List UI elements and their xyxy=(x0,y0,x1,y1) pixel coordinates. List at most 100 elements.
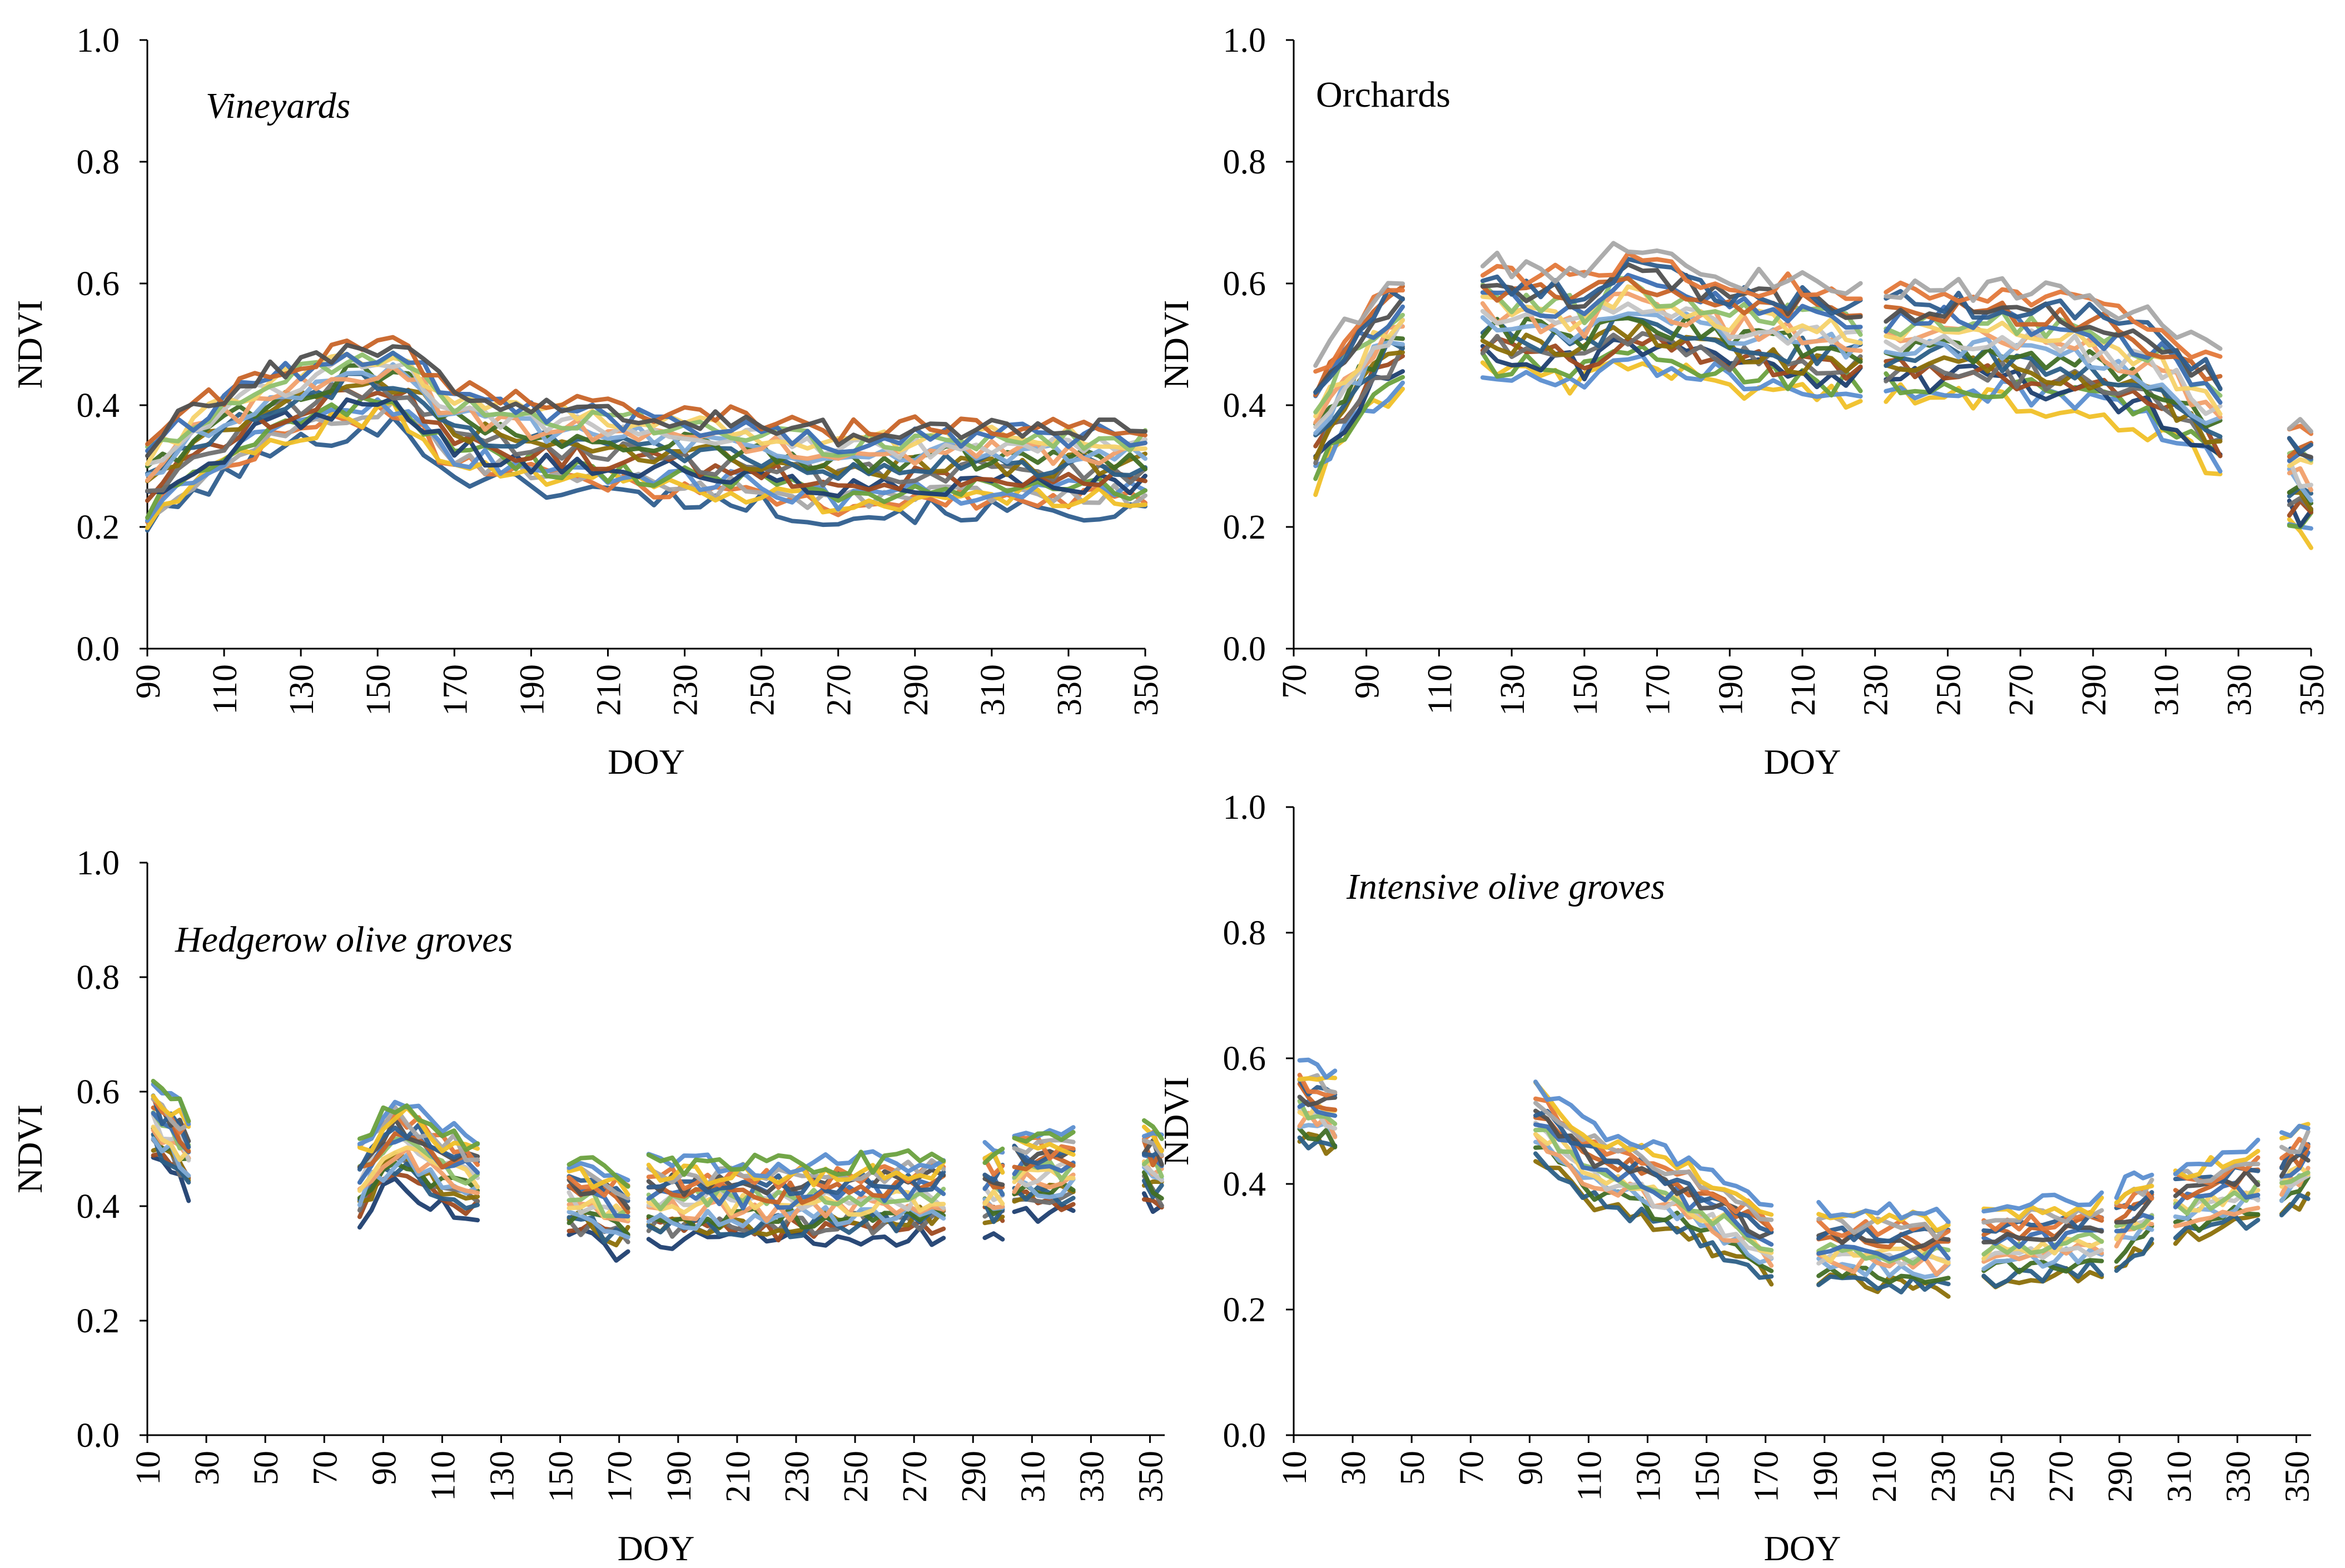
x-tick-label: 10 xyxy=(130,1451,167,1485)
ndvi-series-line xyxy=(2279,1123,2311,1138)
x-tick-label: 330 xyxy=(2219,1451,2257,1502)
y-tick-label: 0.4 xyxy=(1223,387,1266,425)
x-tick-label: 130 xyxy=(1494,664,1532,716)
x-tick-label: 250 xyxy=(1984,1451,2021,1502)
ndvi-series-line xyxy=(2173,1213,2260,1246)
ndvi-series-line xyxy=(1297,1075,1338,1082)
ndvi-series-line xyxy=(1012,1185,1076,1207)
ndvi-series-line xyxy=(646,1148,946,1177)
ndvi-series-line xyxy=(646,1204,946,1237)
ndvi-series-line xyxy=(357,1176,480,1230)
x-tick-label: 330 xyxy=(1051,664,1089,716)
ndvi-series-line xyxy=(646,1149,946,1179)
ndvi-series-line xyxy=(1297,1057,1338,1080)
ndvi-series-line xyxy=(2114,1170,2154,1200)
ndvi-series-line xyxy=(2279,1164,2311,1189)
ndvi-series-line xyxy=(2279,1152,2311,1178)
ndvi-series-line xyxy=(1313,281,1405,368)
ndvi-series-line xyxy=(1981,1210,2104,1232)
y-tick-label: 0.6 xyxy=(77,265,120,303)
ndvi-series-line xyxy=(2279,1192,2311,1218)
y-tick-label: 0.6 xyxy=(1223,265,1266,303)
ndvi-series-line xyxy=(1141,1163,1164,1183)
ndvi-series-line xyxy=(1816,1252,1951,1277)
ndvi-series-line xyxy=(1981,1231,2104,1257)
ndvi-series-line xyxy=(145,342,1147,459)
hedgerow-olive-groves-panel: 0.0 0.2 0.4 0.6 0.8 1.0 10 30 50 70 90 110 130 150 170… xyxy=(10,844,1170,1568)
x-tick-label: 30 xyxy=(188,1451,226,1485)
intensive-olive-groves-panel: 0.0 0.2 0.4 0.6 0.8 1.0 10 30 50 70 90 110 130 150 170… xyxy=(1156,789,2316,1568)
ndvi-series-line xyxy=(357,1103,480,1152)
x-tick-label: 110 xyxy=(1571,1451,1608,1501)
x-tick-label: 250 xyxy=(837,1451,875,1502)
ndvi-series-line xyxy=(1884,300,2223,382)
ndvi-series-line xyxy=(151,1078,191,1123)
ndvi-series-line xyxy=(357,1147,480,1196)
ndvi-series-line xyxy=(646,1186,946,1211)
ndvi-series-line xyxy=(2173,1206,2260,1228)
x-tick-label: 50 xyxy=(1394,1451,1432,1485)
ndvi-series-line xyxy=(2287,457,2313,469)
x-tick-label: 170 xyxy=(1748,1451,1786,1502)
y-tick-label: 1.0 xyxy=(1223,22,1266,59)
ndvi-series-line xyxy=(2114,1213,2154,1231)
y-tick-label: 0.8 xyxy=(77,959,120,997)
ndvi-series-line xyxy=(145,363,1147,474)
y-tick-label: 0.2 xyxy=(77,509,120,546)
ndvi-series-line xyxy=(1884,276,2223,351)
x-tick-label: 230 xyxy=(778,1451,816,1502)
x-tick-label: 350 xyxy=(1132,1451,1170,1502)
x-axis-label: DOY xyxy=(608,742,685,781)
x-tick-label: 110 xyxy=(206,664,244,715)
y-tick-label: 0.6 xyxy=(1223,1040,1266,1078)
ndvi-series-line xyxy=(646,1194,946,1223)
y-tick-label: 0.0 xyxy=(77,630,120,668)
ndvi-series-line xyxy=(1533,1151,1774,1280)
y-tick-label: 1.0 xyxy=(1223,789,1266,827)
ndvi-series-line xyxy=(1981,1246,2104,1271)
ndvi-series-line xyxy=(2279,1129,2311,1154)
x-tick-label: 290 xyxy=(897,664,935,716)
y-tick-label: 1.0 xyxy=(77,844,120,882)
ndvi-series-line xyxy=(982,1231,1005,1242)
ndvi-series-line xyxy=(1533,1122,1774,1247)
x-tick-label: 310 xyxy=(2160,1451,2198,1502)
ndvi-series-line xyxy=(2173,1162,2260,1184)
x-tick-label: 270 xyxy=(2003,664,2040,716)
ndvi-series-line xyxy=(1981,1212,2104,1234)
ndvi-series-line xyxy=(2114,1237,2154,1273)
ndvi-series-line xyxy=(1141,1138,1164,1167)
x-tick-label: 70 xyxy=(1276,664,1314,699)
ndvi-series-line xyxy=(1297,1098,1338,1126)
ndvi-series-line xyxy=(1884,288,2223,391)
x-tick-label: 150 xyxy=(1689,1451,1727,1502)
ndvi-series-line xyxy=(1297,1094,1338,1107)
ndvi-series-line xyxy=(2287,417,2313,434)
y-tick-label: 0.2 xyxy=(77,1302,120,1340)
x-tick-label: 350 xyxy=(2293,664,2331,716)
ndvi-series-line xyxy=(151,1124,191,1162)
ndvi-series-line xyxy=(1012,1161,1076,1188)
x-tick-label: 150 xyxy=(1567,664,1604,716)
ndvi-series-line xyxy=(2114,1195,2154,1224)
x-tick-label: 90 xyxy=(1512,1451,1549,1485)
y-tick-label: 0.4 xyxy=(1223,1166,1266,1203)
ndvi-series-line xyxy=(1884,320,2223,416)
ndvi-series-line xyxy=(1981,1223,2104,1245)
ndvi-series-line xyxy=(1884,297,2223,391)
ndvi-series-line xyxy=(2114,1183,2154,1205)
x-tick-label: 90 xyxy=(130,664,167,699)
x-tick-label: 130 xyxy=(283,664,321,716)
ndvi-series-line xyxy=(1884,364,2223,457)
ndvi-series-line xyxy=(1012,1171,1076,1194)
x-tick-label: 170 xyxy=(602,1451,639,1502)
x-tick-label: 310 xyxy=(1014,1451,1052,1502)
y-tick-label: 0.0 xyxy=(1223,1417,1266,1455)
x-tick-label: 10 xyxy=(1276,1451,1314,1485)
x-tick-label: 270 xyxy=(821,664,858,716)
ndvi-series-line xyxy=(1141,1138,1164,1158)
ndvi-series-line xyxy=(1981,1236,2104,1261)
x-tick-label: 70 xyxy=(306,1451,344,1485)
x-tick-label: 270 xyxy=(896,1451,934,1502)
x-tick-label: 90 xyxy=(365,1451,403,1485)
